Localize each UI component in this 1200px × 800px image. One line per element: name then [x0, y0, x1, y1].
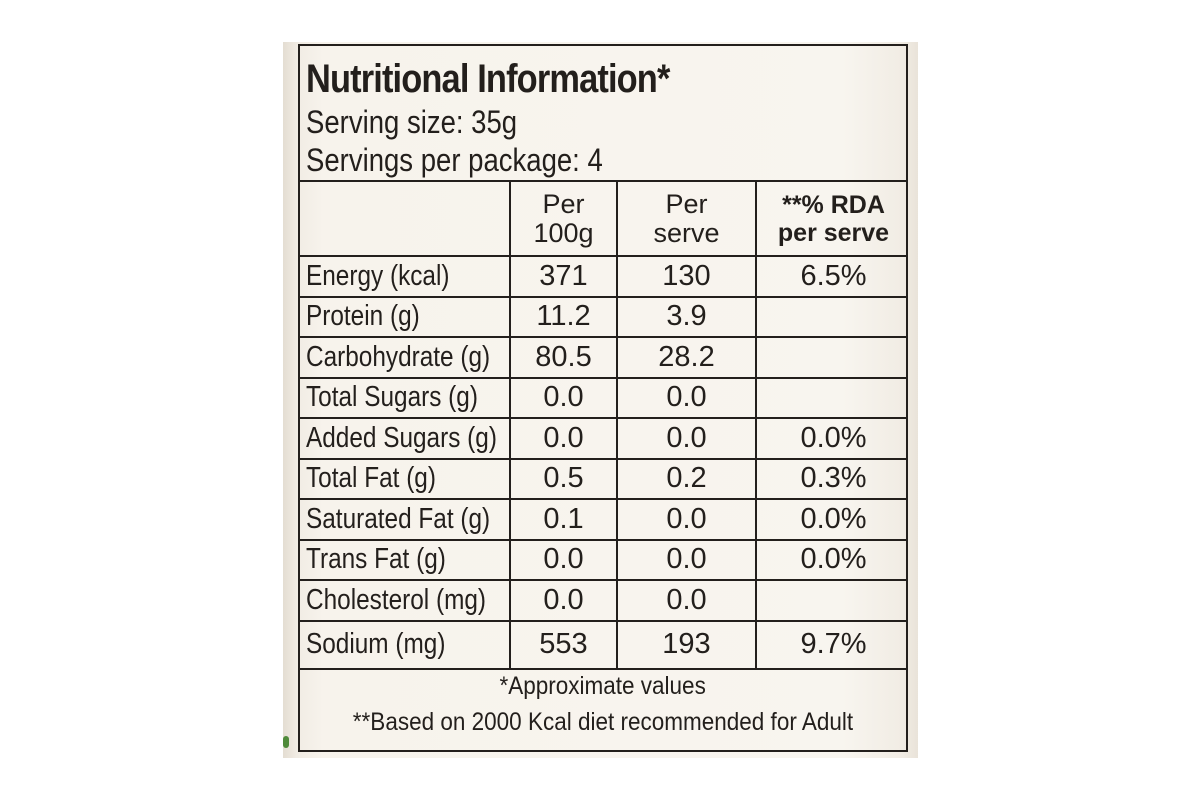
value-per-serve: 0.0	[617, 418, 757, 460]
footnote-rda-basis: **Based on 2000 Kcal diet recommended fo…	[352, 708, 854, 736]
table-row: Sodium (mg) 553 193 9.7%	[300, 620, 906, 670]
table-row: Carbohydrate (g) 80.5 28.2	[300, 337, 906, 379]
nutrient-name: Saturated Fat (g)	[300, 499, 511, 541]
nutrient-name: Trans Fat (g)	[300, 539, 511, 581]
table-row: Added Sugars (g) 0.0 0.0 0.0%	[300, 418, 906, 460]
value-per-100g: 0.1	[510, 499, 618, 541]
nutrition-label: Nutritional Information* Serving size: 3…	[298, 44, 908, 752]
nutrient-name: Sodium (mg)	[300, 620, 511, 670]
value-per-serve: 0.2	[617, 458, 757, 500]
value-rda: 9.7%	[756, 620, 906, 670]
value-per-100g: 553	[510, 620, 618, 670]
footnote-approximate: *Approximate values	[499, 672, 707, 700]
table-row: Trans Fat (g) 0.0 0.0 0.0%	[300, 539, 906, 581]
label-header: Nutritional Information* Serving size: 3…	[300, 46, 906, 182]
table-row: Total Sugars (g) 0.0 0.0	[300, 377, 906, 419]
table-row: Protein (g) 11.2 3.9	[300, 296, 906, 338]
value-per-100g: 0.0	[510, 418, 618, 460]
value-per-serve: 0.0	[617, 580, 757, 622]
label-title: Nutritional Information*	[306, 57, 670, 101]
value-per-serve: 0.0	[617, 377, 757, 419]
value-per-serve: 130	[617, 256, 757, 298]
nutrient-name: Cholesterol (mg)	[300, 580, 511, 622]
value-per-100g: 80.5	[510, 337, 618, 379]
value-per-serve: 3.9	[617, 296, 757, 338]
value-per-serve: 28.2	[617, 337, 757, 379]
value-per-100g: 0.5	[510, 458, 618, 500]
value-per-100g: 371	[510, 256, 618, 298]
value-rda	[756, 580, 906, 622]
nutrition-table: Per 100g Per serve **% RDA per serve Ene…	[300, 182, 906, 670]
value-rda: 0.0%	[756, 539, 906, 581]
value-per-serve: 0.0	[617, 499, 757, 541]
value-rda	[756, 296, 906, 338]
value-per-serve: 0.0	[617, 539, 757, 581]
nutrient-name: Carbohydrate (g)	[300, 337, 511, 379]
serving-size: Serving size: 35g	[306, 104, 518, 140]
value-rda: 6.5%	[756, 256, 906, 298]
nutrient-name: Protein (g)	[300, 296, 511, 338]
table-row: Energy (kcal) 371 130 6.5%	[300, 256, 906, 298]
value-rda: 0.3%	[756, 458, 906, 500]
value-per-serve: 193	[617, 620, 757, 670]
header-per-serve: Per serve	[617, 182, 757, 257]
nutrient-name: Added Sugars (g)	[300, 418, 511, 460]
header-rda: **% RDA per serve	[756, 182, 906, 257]
table-row: Saturated Fat (g) 0.1 0.0 0.0%	[300, 499, 906, 541]
nutrient-name: Total Sugars (g)	[300, 377, 511, 419]
table-row: Total Fat (g) 0.5 0.2 0.3%	[300, 458, 906, 500]
value-per-100g: 11.2	[510, 296, 618, 338]
servings-per-package: Servings per package: 4	[306, 142, 603, 178]
nutrient-name: Total Fat (g)	[300, 458, 511, 500]
value-rda	[756, 377, 906, 419]
value-rda	[756, 337, 906, 379]
green-leaf-mark	[283, 736, 289, 748]
value-rda: 0.0%	[756, 418, 906, 460]
value-per-100g: 0.0	[510, 539, 618, 581]
header-nutrient	[300, 182, 511, 257]
value-rda: 0.0%	[756, 499, 906, 541]
header-per-100g: Per 100g	[510, 182, 618, 257]
nutrient-name: Energy (kcal)	[300, 256, 511, 298]
table-row: Cholesterol (mg) 0.0 0.0	[300, 580, 906, 622]
value-per-100g: 0.0	[510, 580, 618, 622]
table-header-row: Per 100g Per serve **% RDA per serve	[300, 182, 906, 257]
value-per-100g: 0.0	[510, 377, 618, 419]
